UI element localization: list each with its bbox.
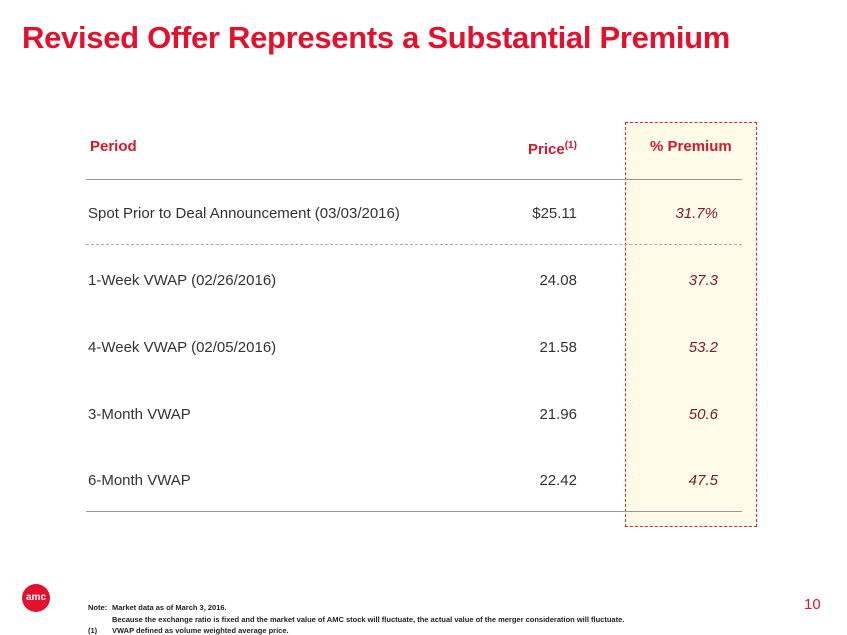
column-header-text: Price [528, 141, 565, 158]
logo: amc [22, 584, 50, 612]
bottom-rule [86, 511, 742, 512]
note-text: VWAP defined as volume weighted average … [112, 626, 289, 635]
highlight-box [625, 122, 757, 527]
price-cell: 22.42 [539, 472, 577, 489]
slide-title: Revised Offer Represents a Substantial P… [22, 20, 731, 55]
header-rule [86, 179, 742, 180]
premium-cell: 53.2 [688, 339, 718, 356]
price-cell: 24.08 [539, 272, 577, 289]
column-header: Price(1) [528, 140, 577, 158]
period-cell: Spot Prior to Deal Announcement (03/03/2… [88, 205, 400, 222]
price-cell: $25.11 [532, 205, 577, 222]
row-divider [86, 244, 742, 245]
period-cell: 3-Month VWAP [88, 406, 191, 423]
note-label: (1) [88, 626, 98, 635]
premium-cell: 50.6 [688, 406, 718, 423]
note-label: Note: [88, 603, 108, 612]
premium-cell: 37.3 [688, 272, 718, 289]
note-text: Market data as of March 3, 2016. [112, 603, 227, 612]
column-header: Period [90, 138, 137, 155]
period-cell: 4-Week VWAP (02/05/2016) [88, 339, 277, 356]
period-cell: 6-Month VWAP [88, 472, 191, 489]
premium-cell: 31.7% [675, 205, 718, 222]
note-text: Because the exchange ratio is fixed and … [112, 615, 625, 624]
period-cell: 1-Week VWAP (02/26/2016) [88, 272, 277, 289]
price-cell: 21.58 [539, 339, 577, 356]
premium-cell: 47.5 [688, 472, 718, 489]
page-number: 10 [804, 596, 821, 613]
column-header: % Premium [650, 138, 732, 155]
footnote-ref: (1) [564, 140, 577, 151]
price-cell: 21.96 [539, 406, 577, 423]
